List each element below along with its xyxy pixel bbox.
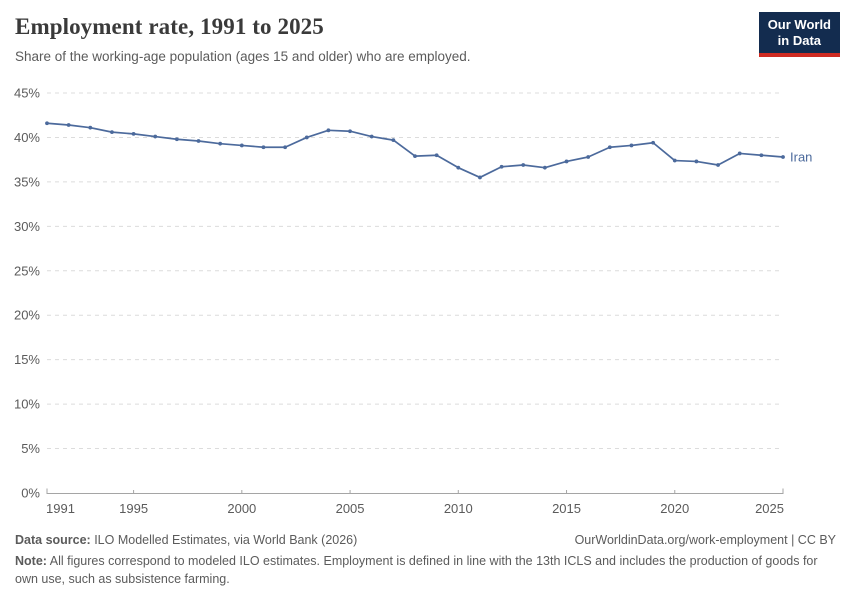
data-source: Data source: ILO Modelled Estimates, via… xyxy=(15,531,357,549)
page-header: Employment rate, 1991 to 2025 Share of t… xyxy=(15,14,835,64)
x-tick-label: 2020 xyxy=(660,501,689,516)
series-label-iran[interactable]: Iran xyxy=(790,150,812,165)
x-axis-line xyxy=(46,488,784,494)
data-point[interactable] xyxy=(478,175,482,180)
data-point[interactable] xyxy=(348,129,352,134)
data-point[interactable] xyxy=(66,123,71,127)
data-point[interactable] xyxy=(672,158,677,163)
note-text: All figures correspond to modeled ILO es… xyxy=(15,554,818,587)
data-point[interactable] xyxy=(196,139,201,143)
data-point[interactable] xyxy=(153,134,158,139)
chart-title: Employment rate, 1991 to 2025 xyxy=(15,14,324,39)
data-point[interactable] xyxy=(456,165,461,170)
x-tick-label: 2025 xyxy=(755,501,784,516)
x-tick-label: 2000 xyxy=(227,501,256,516)
y-tick-label: 10% xyxy=(14,397,40,412)
data-point[interactable] xyxy=(542,165,547,170)
y-tick-label: 30% xyxy=(14,219,40,234)
chart-footer: Data source: ILO Modelled Estimates, via… xyxy=(15,531,836,588)
data-point[interactable] xyxy=(283,145,288,150)
data-point[interactable] xyxy=(651,140,656,145)
data-point[interactable] xyxy=(737,151,742,156)
y-tick-label: 40% xyxy=(14,130,40,145)
trend-line-iran[interactable] xyxy=(46,122,784,179)
owid-logo-line1: Our World xyxy=(767,17,831,32)
data-point[interactable] xyxy=(521,163,526,167)
y-tick-label: 0% xyxy=(21,486,40,501)
y-tick-label: 25% xyxy=(14,263,40,278)
y-tick-label: 45% xyxy=(14,86,40,101)
data-source-label: Data source: xyxy=(15,533,91,547)
data-point[interactable] xyxy=(694,159,699,164)
x-tick-label: 2015 xyxy=(552,501,581,516)
data-point[interactable] xyxy=(45,121,49,126)
owid-logo[interactable]: Our World in Data xyxy=(758,12,840,57)
data-point[interactable] xyxy=(586,155,591,159)
owid-logo-line2: in Data xyxy=(777,33,822,49)
data-point[interactable] xyxy=(629,143,634,148)
y-tick-label: 5% xyxy=(21,441,40,456)
data-source-text: ILO Modelled Estimates, via World Bank (… xyxy=(90,533,358,547)
chart-note: Note: All figures correspond to modeled … xyxy=(15,552,836,588)
data-point[interactable] xyxy=(607,145,612,150)
data-point[interactable] xyxy=(239,143,244,148)
data-point[interactable] xyxy=(391,138,396,143)
data-point[interactable] xyxy=(304,135,309,140)
data-point[interactable] xyxy=(413,154,417,159)
y-tick-label: 35% xyxy=(14,174,40,189)
x-tick-label: 1995 xyxy=(119,501,148,516)
x-tick-label: 1991 xyxy=(46,501,75,516)
data-point[interactable] xyxy=(326,128,331,133)
data-point[interactable] xyxy=(434,153,439,158)
data-point[interactable] xyxy=(759,153,764,158)
data-point[interactable] xyxy=(499,164,504,169)
owid-cc-link[interactable]: OurWorldinData.org/work-employment | CC … xyxy=(574,533,836,547)
data-point[interactable] xyxy=(88,125,93,130)
chart-subtitle: Share of the working-age population (age… xyxy=(15,49,471,64)
data-point[interactable] xyxy=(261,145,266,150)
data-point[interactable] xyxy=(369,134,374,139)
x-tick-label: 2005 xyxy=(336,501,365,516)
x-tick-label: 2010 xyxy=(444,501,473,516)
data-point[interactable] xyxy=(131,131,136,136)
data-point[interactable] xyxy=(110,130,114,135)
data-point[interactable] xyxy=(781,155,785,159)
y-tick-label: 15% xyxy=(14,352,40,367)
data-point[interactable] xyxy=(174,137,179,142)
y-tick-label: 20% xyxy=(14,308,40,323)
note-label: Note: xyxy=(15,554,47,569)
data-point[interactable] xyxy=(218,141,223,146)
data-point[interactable] xyxy=(564,159,569,164)
data-point[interactable] xyxy=(716,163,720,167)
